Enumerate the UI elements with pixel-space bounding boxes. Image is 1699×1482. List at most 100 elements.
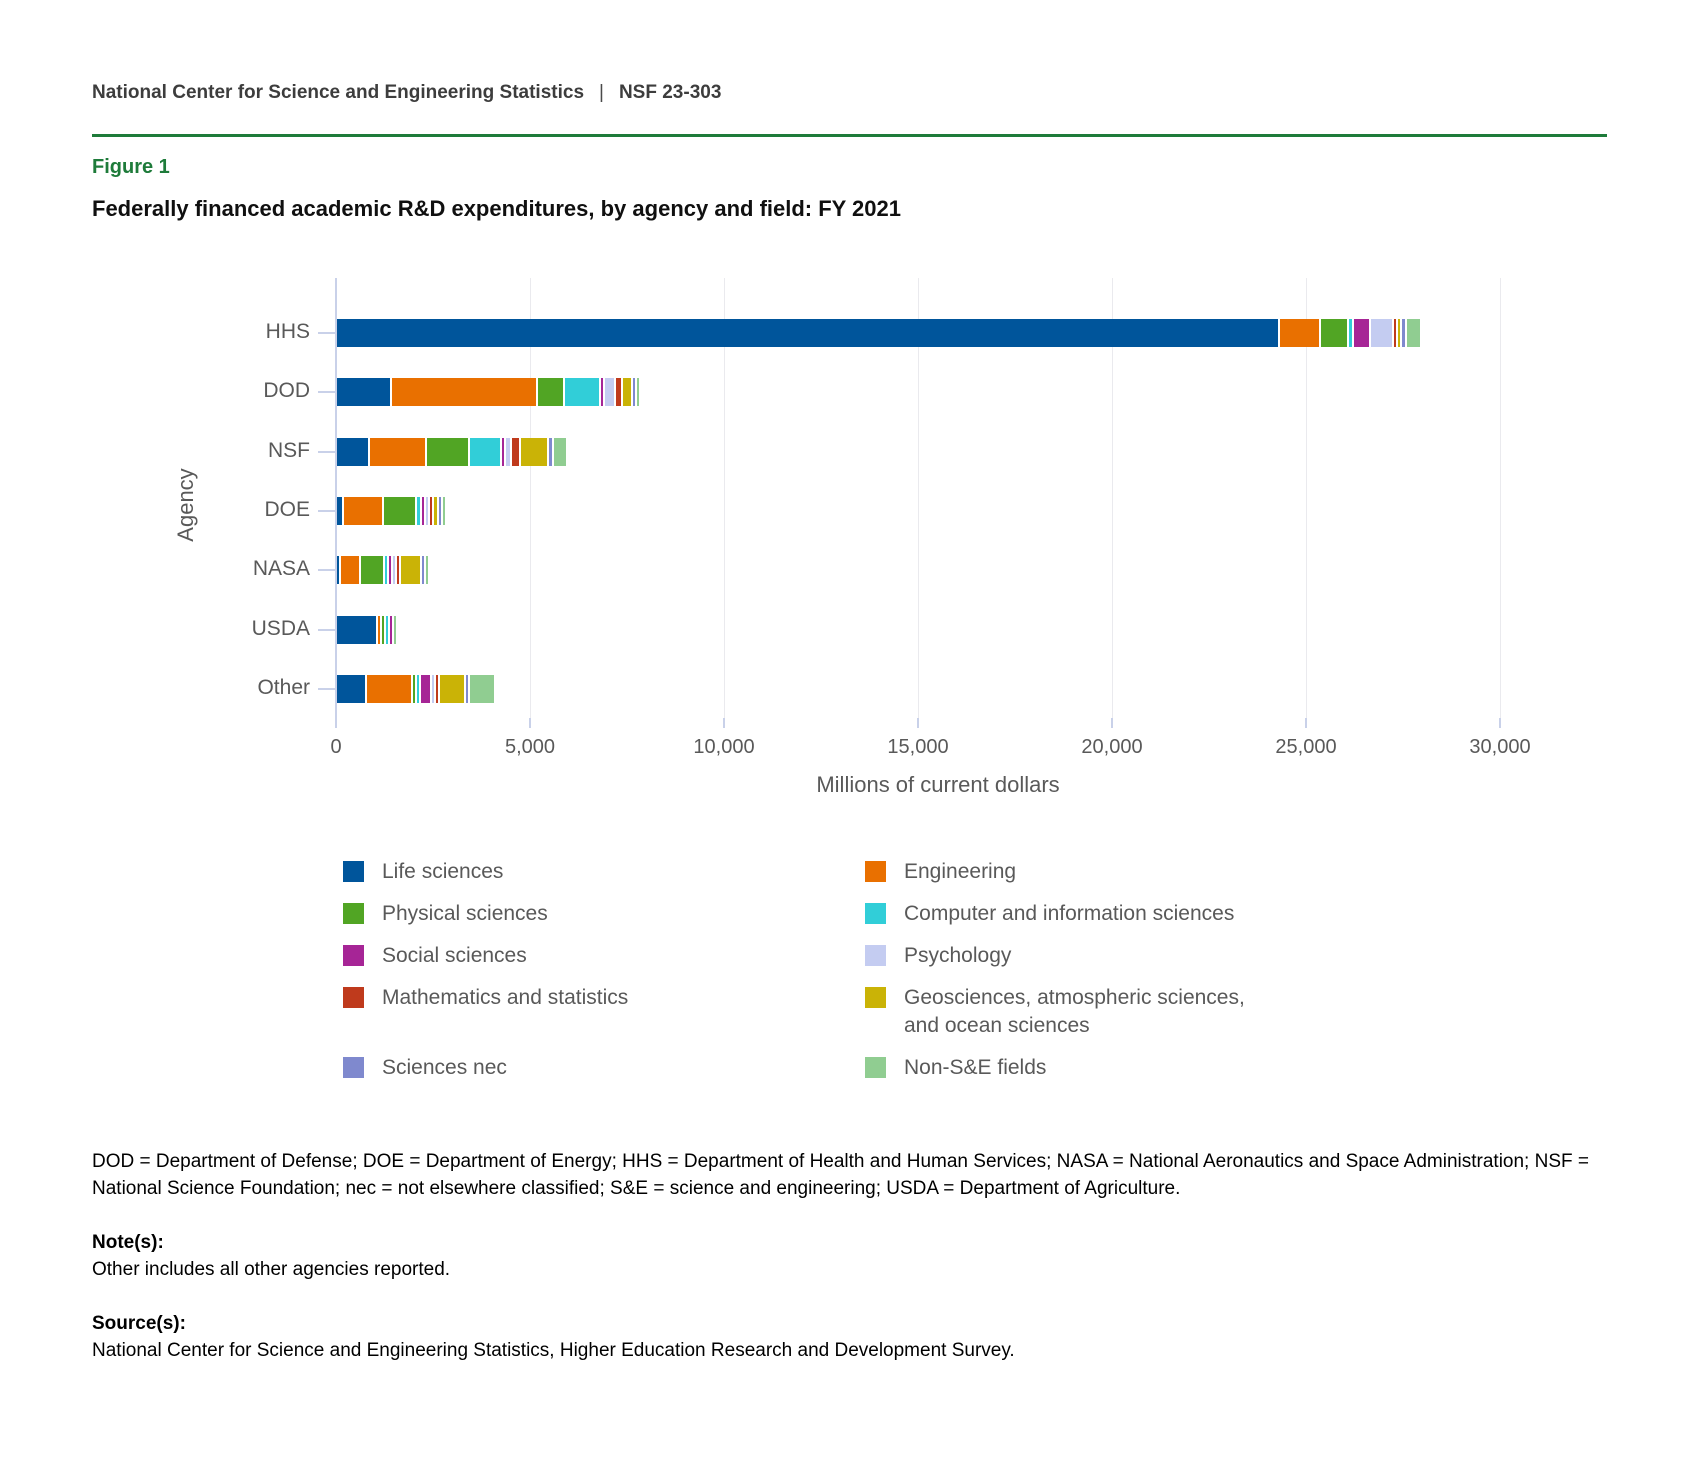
gridline [1112,278,1113,718]
bar-row [337,556,430,584]
source-label: Source(s): [92,1313,186,1334]
legend-label: Mathematics and statistics [382,986,629,1009]
abbreviations-note: DOD = Department of Defense; DOE = Depar… [92,1151,1589,1199]
legend-swatch [343,987,364,1008]
legend-label: Physical sciences [382,902,548,925]
bar-segment [393,616,396,644]
bar-segment [1370,319,1393,347]
x-tick-label: 10,000 [693,736,755,758]
y-axis-tick [318,509,336,512]
gridline [918,278,919,718]
legend-swatch [865,945,886,966]
bar-segment [442,496,445,525]
x-axis-tick [1499,718,1501,728]
bar-segment [506,437,510,466]
bar-segment [367,675,411,703]
bar-segment [432,675,435,703]
bar-segment [470,675,495,703]
gridline [1306,278,1307,718]
bar-segment [1398,319,1401,347]
x-axis-tick [529,718,531,728]
figure-title: Federally financed academic R&D expendit… [92,196,901,221]
gridline [724,278,725,718]
bar-segment [436,675,439,703]
y-axis-tick [318,391,336,393]
legend-column: Life sciences Physical sciences Social sci… [343,858,865,1096]
bar-segment [337,675,366,703]
bar-segment [427,437,469,466]
bar-segment [429,496,432,525]
bar-segment [392,378,537,406]
legend-swatch [343,861,364,882]
x-axis-tick [1305,718,1307,728]
legend-item: Engineering [865,858,1245,886]
bar-segment [632,378,635,406]
legend-item: Psychology [865,942,1245,970]
bar-segment [440,675,465,703]
bar-segment [466,675,469,703]
legend-label: Psychology [904,944,1012,967]
bar-segment [623,378,631,406]
bar-segment [421,496,424,525]
notes-label: Note(s): [92,1232,164,1253]
bar-row [337,496,447,525]
bar-segment [381,616,384,644]
footnotes: DOD = Department of Defense; DOE = Depar… [92,1148,1608,1364]
legend-label: Social sciences [382,944,527,967]
legend-item: Mathematics and statistics [343,984,865,1040]
bar-segment [416,496,420,525]
y-axis-label: Other [257,676,310,699]
x-tick-label: 25,000 [1275,736,1337,758]
x-axis-tick [335,718,337,728]
legend-swatch [865,1057,886,1078]
gridline [530,278,531,718]
legend-swatch [343,1057,364,1078]
bar-segment [438,496,441,525]
bar-segment [344,496,383,525]
bar-segment [384,556,388,584]
bar-segment [337,378,391,406]
bar-segment [511,437,520,466]
bar-segment [341,556,360,584]
bar-segment [553,437,567,466]
bar-segment [384,496,415,525]
bar-segment [1279,319,1319,347]
legend-item: Social sciences [343,942,865,970]
bar-segment [337,556,340,584]
x-axis-tick [723,718,725,728]
y-axis-tick [318,569,336,571]
bar-segment [604,378,615,406]
y-axis-tick [318,688,336,690]
bar-segment [470,437,500,466]
y-axis-label: HHS [265,320,310,343]
y-axis-label: DOD [263,379,310,402]
bar-segment [337,437,368,466]
header-report-number: NSF 23-303 [618,82,722,103]
x-tick-label: 0 [330,736,342,758]
legend-label: Sciences nec [382,1056,507,1079]
legend-swatch [865,903,886,924]
bar-segment [393,556,396,584]
bar-segment [1394,319,1397,347]
legend-item: Life sciences [343,858,865,886]
legend-item: Physical sciences [343,900,865,928]
y-axis-label: USDA [251,617,310,640]
x-tick-label: 5,000 [504,736,556,758]
bar-segment [1320,319,1347,347]
bar-segment [389,616,392,644]
bar-segment [1407,319,1420,347]
bar-row [337,675,496,703]
bar-segment [416,675,420,703]
header-brand: National Center for Science and Engineer… [92,82,585,103]
bar-segment [337,319,1278,347]
bar-segment [377,616,380,644]
legend-column: Engineering Computer and information scie… [865,858,1245,1096]
x-tick-label: 20,000 [1081,736,1143,758]
legend-label: Engineering [904,860,1017,883]
bar-segment [397,556,400,584]
bar-segment [421,675,431,703]
bar-segment [421,556,424,584]
bar-segment [616,378,622,406]
